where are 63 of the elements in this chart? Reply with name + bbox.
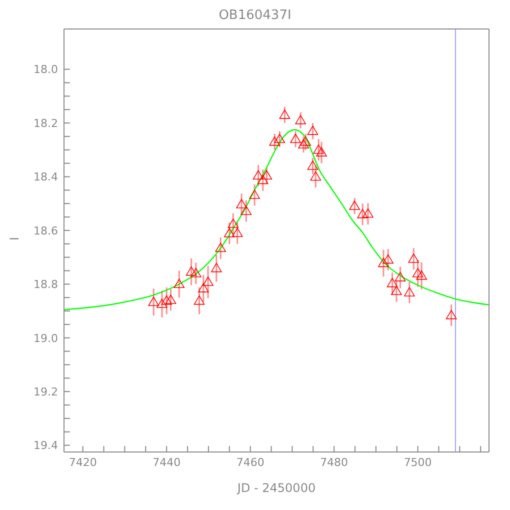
y-tick-label: 18.2: [34, 116, 58, 130]
point: [316, 147, 327, 156]
point: [190, 268, 202, 278]
y-tick-label: 19.2: [34, 385, 58, 398]
point: [165, 294, 176, 304]
point: [236, 198, 247, 208]
point: [249, 190, 260, 199]
point: [362, 208, 374, 218]
y-tick-label: 18.4: [34, 170, 58, 184]
y-tick-label: 18.8: [34, 278, 58, 292]
point: [412, 268, 424, 278]
point: [174, 278, 185, 288]
line-series: [64, 129, 489, 310]
point: [228, 218, 239, 228]
point: [257, 174, 268, 184]
point: [349, 200, 360, 210]
point: [357, 208, 368, 218]
x-axis-title: JD - 2450000: [236, 481, 316, 495]
point: [307, 126, 318, 135]
point: [408, 253, 420, 263]
point: [386, 278, 398, 288]
point: [261, 170, 272, 180]
point: [313, 144, 324, 154]
point: [274, 134, 286, 144]
point: [446, 310, 457, 320]
point: [252, 170, 264, 180]
point: [298, 139, 309, 148]
point: [290, 134, 301, 144]
point: [307, 160, 318, 170]
y-tick-label: 19.0: [34, 332, 58, 345]
point: [161, 295, 172, 305]
point: [148, 296, 160, 306]
point: [240, 206, 252, 215]
chart-title: OB160437I: [218, 8, 292, 24]
point: [215, 242, 226, 252]
point: [300, 136, 311, 146]
point: [194, 295, 205, 305]
point: [382, 254, 394, 264]
x-tick-label: 7500: [404, 456, 432, 469]
x-tick-label: 7460: [236, 456, 264, 469]
point: [186, 266, 197, 276]
point: [279, 110, 290, 119]
point: [211, 262, 222, 272]
point: [394, 272, 406, 282]
point: [224, 228, 235, 238]
x-tick-label: 7440: [152, 456, 181, 469]
point: [202, 276, 214, 286]
point: [232, 228, 243, 238]
point: [404, 287, 415, 296]
y-tick-label: 18.0: [34, 63, 58, 76]
x-tick-label: 7420: [68, 456, 97, 469]
point: [198, 283, 209, 292]
x-tick-label: 7480: [320, 456, 348, 469]
point: [295, 114, 306, 124]
point: [269, 136, 280, 146]
y-axis-title: I: [7, 236, 22, 240]
y-tick-label: 18.6: [34, 224, 58, 238]
point: [310, 171, 322, 181]
point: [156, 298, 168, 308]
y-tick-label: 19.4: [34, 439, 58, 452]
point: [391, 286, 402, 296]
point: [416, 270, 427, 280]
point: [378, 258, 389, 268]
